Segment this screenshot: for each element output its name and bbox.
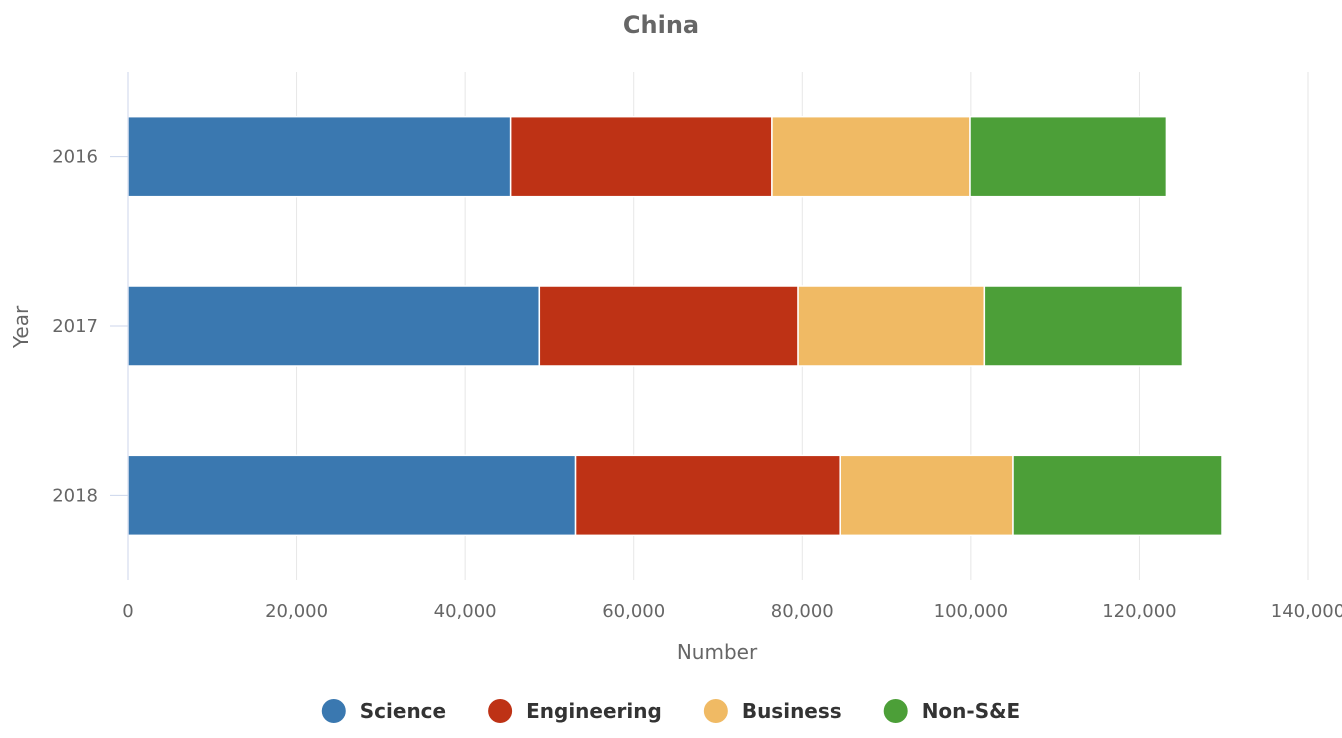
- bar-segment[interactable]: [127, 115, 512, 198]
- legend-item[interactable]: Non-S&E: [883, 699, 1021, 723]
- x-axis-title: Number: [677, 640, 758, 664]
- legend-item[interactable]: Science: [321, 699, 446, 723]
- axes: 0 20,000 40,000 60,000 80,000 100,000 120,000 1…: [52, 72, 1342, 622]
- legend-swatch: [703, 699, 728, 723]
- bar-segment[interactable]: [127, 285, 541, 367]
- legend-item[interactable]: Business: [703, 699, 842, 723]
- bar-segment[interactable]: [1012, 454, 1223, 537]
- bar-segment[interactable]: [509, 115, 773, 198]
- bar-segment[interactable]: [771, 115, 971, 198]
- bar-segment[interactable]: [574, 454, 841, 537]
- x-tick-label: 20,000: [265, 601, 328, 622]
- x-tick-label: 60,000: [602, 601, 665, 622]
- legend[interactable]: Science Engineering Business Non-S&E: [321, 699, 1021, 723]
- x-tick-label: 80,000: [771, 601, 834, 622]
- legend-swatch: [883, 699, 908, 723]
- y-tick-label: 2017: [52, 316, 98, 337]
- bar-segment[interactable]: [839, 454, 1014, 537]
- chart-title: China: [623, 11, 699, 39]
- x-tick-label: 0: [122, 601, 133, 622]
- y-axis-title: Year: [9, 305, 33, 349]
- bar-segment[interactable]: [797, 285, 986, 367]
- legend-swatch: [488, 699, 513, 723]
- x-tick-label: 120,000: [1102, 601, 1176, 622]
- bar-segment[interactable]: [983, 285, 1184, 367]
- x-tick-label: 100,000: [934, 601, 1008, 622]
- legend-item[interactable]: Engineering: [488, 699, 662, 723]
- legend-label: Non-S&E: [922, 699, 1021, 723]
- x-tick-label: 40,000: [434, 601, 497, 622]
- legend-label: Business: [742, 699, 842, 723]
- legend-label: Engineering: [526, 699, 662, 723]
- bar-segment[interactable]: [538, 285, 799, 367]
- x-tick-label: 140,000: [1271, 601, 1342, 622]
- y-tick-label: 2018: [52, 485, 98, 506]
- y-tick-label: 2016: [52, 147, 98, 168]
- bars[interactable]: [127, 115, 1223, 537]
- legend-label: Science: [360, 699, 446, 723]
- bar-segment[interactable]: [969, 115, 1168, 198]
- bar-segment[interactable]: [127, 454, 577, 537]
- legend-swatch: [321, 699, 346, 723]
